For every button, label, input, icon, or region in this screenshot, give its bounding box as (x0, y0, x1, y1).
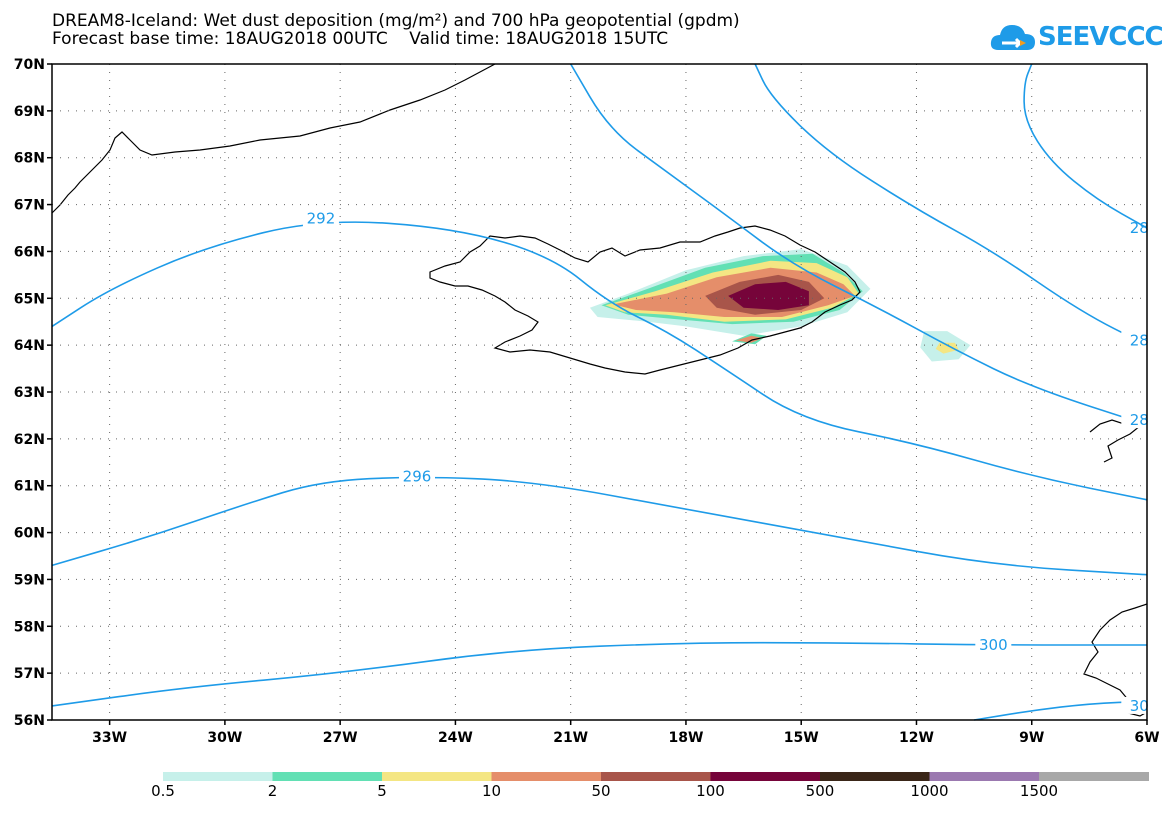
geopotential-contour (51, 641, 1147, 707)
lat-tick-label: 59N (14, 572, 45, 588)
contour-label: 30 (1130, 697, 1149, 715)
colorbar-label: 5 (377, 782, 387, 800)
lat-tick-label: 65N (14, 291, 45, 307)
contour-label: 28 (1130, 331, 1149, 349)
lat-tick-label: 56N (14, 713, 45, 729)
colorbar-label: 1000 (910, 782, 949, 800)
coastline (429, 225, 861, 375)
cloud-icon (990, 25, 1035, 50)
lon-tick-label: 27W (323, 730, 358, 746)
lat-tick-label: 57N (14, 666, 45, 682)
lon-tick-label: 33W (92, 730, 127, 746)
map-frame (51, 63, 1148, 721)
contour-label: 296 (403, 467, 432, 485)
colorbar-label: 0.5 (151, 782, 175, 800)
dust-area (728, 281, 809, 310)
contour-label: 28 (1130, 411, 1149, 429)
geopotential-contour (754, 63, 1148, 346)
lat-tick-label: 60N (14, 526, 45, 542)
lon-tick-label: 24W (438, 730, 473, 746)
graticule (52, 64, 1147, 720)
geopotential-contour (973, 700, 1148, 721)
lat-tick-label: 70N (14, 57, 45, 73)
geopotential-contour (51, 221, 1148, 501)
dust-deposition-layer (589, 249, 971, 362)
lat-tick-label: 62N (14, 432, 45, 448)
coastline (51, 63, 496, 214)
dust-area (735, 335, 763, 343)
axis-ticks: 33W 30W 27W 24W 21W 18W 15W 12W 9W 6W 70N 69N 68N 67N… (14, 57, 1160, 746)
lat-tick-label: 58N (14, 619, 45, 635)
geopotential-contour (51, 476, 1148, 576)
colorbar-label: 100 (696, 782, 725, 800)
lon-tick-label: 15W (784, 730, 819, 746)
lat-tick-label: 63N (14, 385, 45, 401)
contour-label: 292 (307, 210, 336, 228)
coastline-layer (51, 63, 1148, 717)
lat-tick-label: 66N (14, 244, 45, 260)
geopotential-contour (570, 63, 1148, 426)
colorbar-label: 1500 (1019, 782, 1059, 800)
seevccc-logo: SEEVCCC (990, 16, 1164, 58)
colorbar-label: 10 (481, 782, 502, 800)
lat-tick-label: 69N (14, 104, 45, 120)
contour-label: 300 (979, 636, 1008, 654)
dust-area (935, 342, 959, 354)
colorbar-label: 2 (267, 782, 278, 800)
contour-label: 28 (1130, 219, 1149, 237)
colorbar-label: 500 (805, 782, 835, 800)
lat-tick-label: 64N (14, 338, 45, 354)
lon-tick-label: 12W (899, 730, 934, 746)
geopotential-contours: 292 296 300 28 28 28 30 (51, 63, 1158, 721)
lon-tick-label: 21W (553, 730, 588, 746)
lat-tick-label: 68N (14, 151, 45, 167)
lon-tick-label: 18W (668, 730, 703, 746)
lat-tick-label: 61N (14, 479, 45, 495)
geopotential-contour (1023, 63, 1148, 229)
lon-tick-label: 6W (1134, 730, 1159, 746)
lon-tick-label: 30W (207, 730, 242, 746)
lat-tick-label: 67N (14, 198, 45, 214)
map-subtitle: Forecast base time: 18AUG2018 00UTC Vali… (52, 29, 669, 49)
map-title: DREAM8-Iceland: Wet dust deposition (mg/… (52, 11, 740, 31)
lon-tick-label: 9W (1019, 730, 1044, 746)
logo-text: SEEVCCC (1038, 22, 1164, 52)
colorbar-label: 50 (591, 782, 611, 800)
